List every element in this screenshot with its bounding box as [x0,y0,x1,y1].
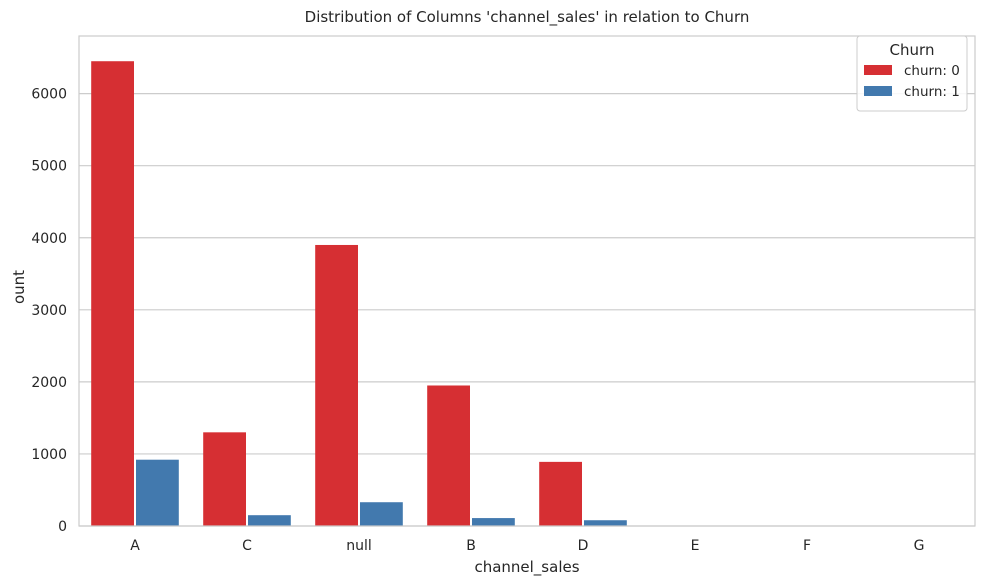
bar-B-churn-0 [427,385,470,526]
bar-B-churn-1 [472,518,515,526]
bar-C-churn-1 [248,515,291,526]
x-tick-label-D: D [578,538,589,554]
bar-A-churn-1 [136,459,179,526]
legend-swatch-churn-1 [864,86,892,96]
x-tick-label-C: C [242,538,252,554]
bar-C-churn-0 [203,432,246,526]
plot-frame [78,35,976,527]
bar-D-churn-0 [539,461,582,526]
y-tick-label: 0 [58,519,67,535]
legend-swatch-churn-0 [864,65,892,75]
x-tick-label-F: F [803,538,811,554]
x-tick-label-E: E [691,538,700,554]
y-tick-label: 4000 [31,231,67,247]
bars [91,61,627,527]
bar-null-churn-0 [315,244,358,526]
x-tick-label-G: G [914,538,925,554]
y-tick-labels: 0 1000 2000 3000 4000 5000 6000 [31,87,67,535]
legend-label-churn-1: churn: 1 [904,84,960,100]
bar-A-churn-0 [91,61,134,527]
legend-label-churn-0: churn: 0 [904,63,960,79]
chart-title: Distribution of Columns 'channel_sales' … [305,8,750,27]
y-tick-label: 5000 [31,159,67,175]
x-tick-label-B: B [466,538,476,554]
y-axis-label: ount [10,270,28,304]
y-tick-label: 6000 [31,87,67,103]
bar-D-churn-1 [584,520,627,526]
x-axis-label: channel_sales [474,558,579,577]
legend: Churn churn: 0 churn: 1 [856,35,968,112]
x-tick-label-null: null [346,538,372,554]
legend-title: Churn [890,41,935,59]
y-tick-label: 3000 [31,303,67,319]
y-tick-label: 1000 [31,447,67,463]
y-tick-label: 2000 [31,375,67,391]
x-tick-label-A: A [130,538,140,554]
bar-null-churn-1 [360,502,403,526]
